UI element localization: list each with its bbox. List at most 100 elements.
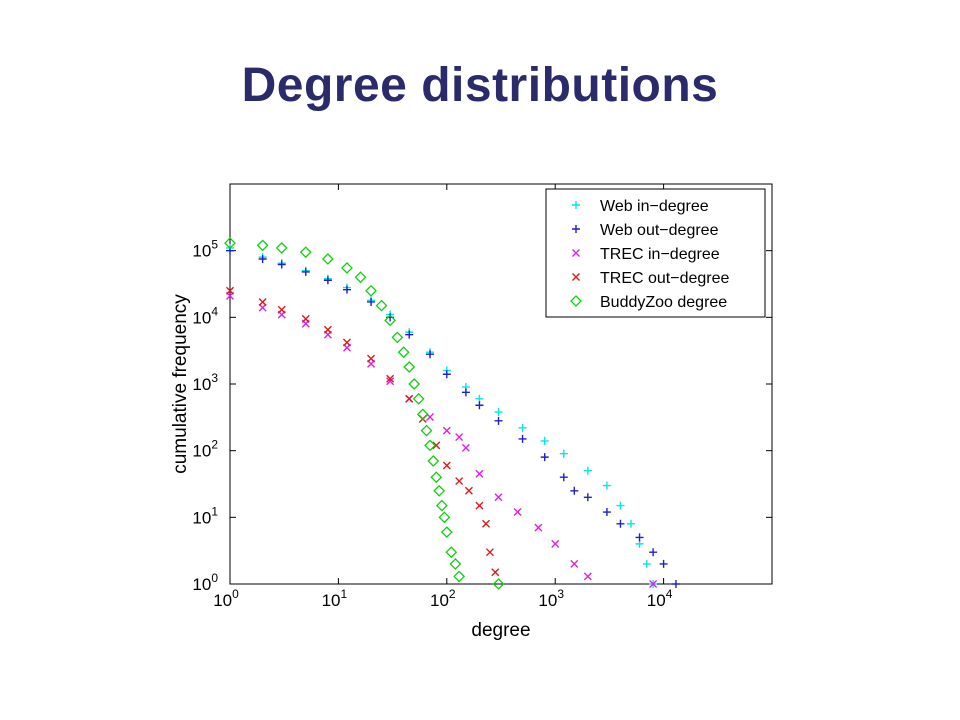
- series-4: [224, 237, 505, 590]
- data-point: [559, 449, 568, 458]
- data-point: [626, 519, 635, 528]
- data-point: [408, 378, 421, 390]
- data-point: [570, 559, 579, 568]
- data-point: [583, 493, 592, 502]
- data-point: [492, 578, 505, 590]
- data-point: [256, 239, 269, 252]
- data-point: [386, 377, 395, 386]
- y-tick-label: 102: [192, 438, 218, 461]
- series-0: [226, 243, 658, 588]
- data-point: [442, 461, 451, 470]
- data-point: [299, 246, 312, 259]
- data-point: [440, 526, 453, 539]
- data-point: [275, 241, 288, 254]
- data-point: [323, 276, 332, 285]
- x-tick-label: 102: [430, 587, 456, 610]
- data-point: [461, 388, 470, 397]
- legend-marker: [572, 225, 580, 233]
- legend-label: Web in−degree: [600, 198, 709, 215]
- data-point: [602, 508, 611, 517]
- data-point: [403, 361, 416, 373]
- y-tick-label: 101: [192, 504, 218, 527]
- data-point: [405, 330, 414, 339]
- data-point: [453, 570, 466, 583]
- data-point: [442, 426, 451, 435]
- legend: Web in−degree Web out−degree TREC in−degre…: [545, 188, 766, 318]
- data-point: [616, 501, 625, 510]
- data-point: [397, 346, 410, 359]
- legend-marker: [572, 201, 580, 209]
- slide-title: Degree distributions: [241, 59, 719, 112]
- data-point: [602, 481, 611, 490]
- data-point: [354, 271, 367, 284]
- data-point: [341, 262, 353, 274]
- x-tick-label: 101: [322, 587, 348, 610]
- data-point: [405, 394, 414, 403]
- x-axis-label: degree: [471, 620, 530, 641]
- data-point: [427, 455, 440, 467]
- data-point: [534, 523, 543, 532]
- data-point: [432, 441, 441, 450]
- legend-marker: [572, 273, 580, 281]
- data-point: [570, 486, 579, 495]
- data-point: [551, 539, 560, 548]
- legend-label: BuddyZoo degree: [600, 294, 727, 311]
- data-marks: [224, 237, 680, 590]
- data-point: [277, 305, 286, 314]
- data-point: [224, 237, 236, 249]
- x-tick-label: 104: [647, 587, 673, 610]
- series-1: [226, 246, 680, 588]
- y-tick-label: 105: [192, 238, 218, 261]
- data-point: [258, 297, 267, 306]
- data-point: [649, 548, 658, 557]
- legend-box: [545, 188, 766, 318]
- data-point: [412, 392, 425, 405]
- data-point: [491, 568, 500, 577]
- data-point: [301, 314, 310, 323]
- data-point: [386, 374, 395, 383]
- data-point: [559, 473, 568, 482]
- data-point: [482, 519, 491, 528]
- data-point: [445, 546, 458, 559]
- data-point: [475, 469, 484, 478]
- legend-marker: [572, 249, 580, 257]
- data-point: [513, 508, 522, 517]
- data-point: [375, 299, 388, 312]
- data-point: [494, 493, 503, 502]
- data-point: [583, 572, 592, 581]
- data-point: [420, 424, 433, 437]
- legend-label: TREC in−degree: [600, 246, 720, 263]
- y-axis-label: cumulative frequency: [170, 294, 191, 474]
- data-point: [461, 443, 470, 452]
- data-point: [642, 559, 651, 568]
- data-point: [342, 285, 351, 294]
- data-point: [494, 416, 503, 425]
- data-point: [323, 325, 332, 334]
- data-point: [518, 423, 527, 432]
- data-point: [430, 471, 443, 484]
- data-point: [616, 519, 625, 528]
- data-point: [475, 401, 484, 410]
- x-tick-label: 103: [538, 587, 564, 610]
- series-3: [226, 286, 500, 577]
- data-point: [671, 580, 680, 588]
- data-point: [426, 350, 435, 359]
- data-point: [583, 466, 592, 475]
- data-point: [384, 314, 397, 327]
- data-point: [540, 436, 549, 445]
- data-point: [442, 370, 451, 379]
- data-point: [321, 253, 334, 265]
- data-point: [367, 354, 376, 363]
- data-point: [455, 433, 464, 442]
- data-point: [455, 477, 464, 486]
- legend-marker: [570, 295, 582, 307]
- data-point: [365, 284, 377, 297]
- data-point: [424, 439, 436, 452]
- data-point: [433, 484, 446, 497]
- data-point: [485, 548, 494, 557]
- data-point: [416, 408, 429, 421]
- data-point: [635, 533, 644, 542]
- data-point: [518, 434, 527, 443]
- data-point: [226, 286, 234, 295]
